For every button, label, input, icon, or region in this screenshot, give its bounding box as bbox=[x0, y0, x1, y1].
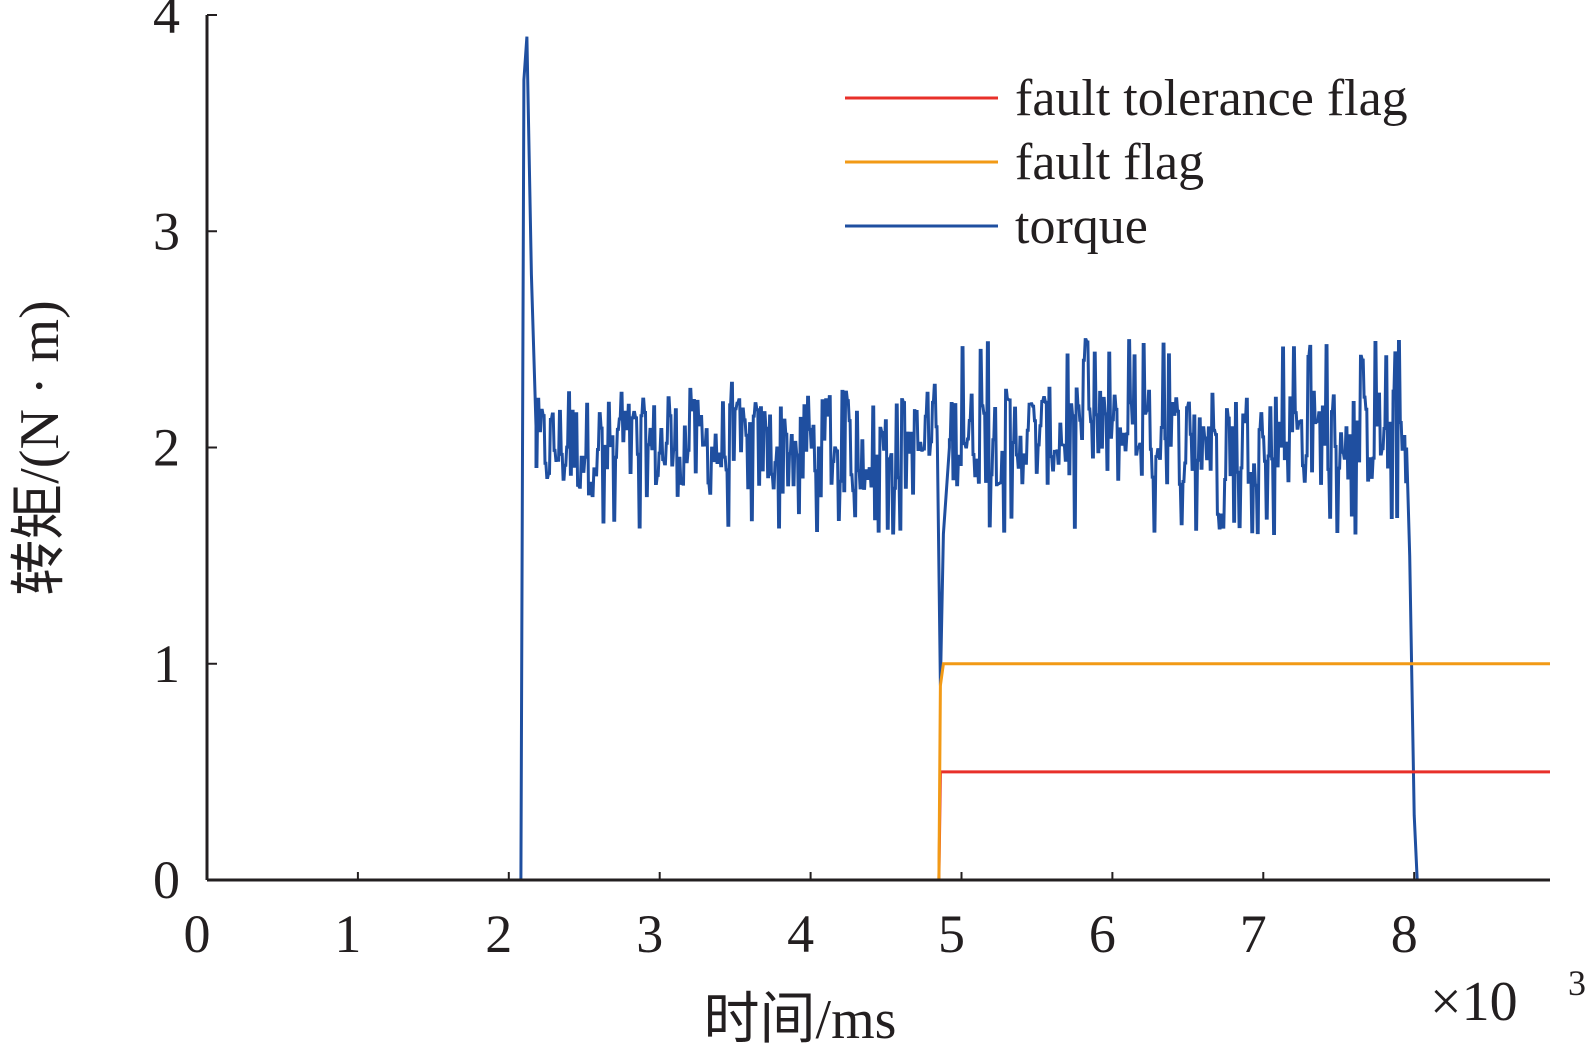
x-tick-label: 1 bbox=[334, 904, 361, 964]
legend-label-fault-flag: fault flag bbox=[1015, 134, 1204, 191]
y-tick-label: 4 bbox=[153, 0, 180, 45]
x-axis-label: 时间/ms bbox=[704, 989, 897, 1051]
y-tick-label: 1 bbox=[153, 634, 180, 694]
legend: fault tolerance flag fault flag torque bbox=[845, 70, 1408, 255]
x-tick-label: 6 bbox=[1089, 904, 1116, 964]
x-tick-label: 2 bbox=[485, 904, 512, 964]
y-tick-label: 0 bbox=[153, 850, 180, 910]
series-fault-tolerance-flag bbox=[523, 770, 1550, 882]
y-tick-label: 2 bbox=[153, 418, 180, 478]
legend-label-torque: torque bbox=[1015, 198, 1148, 255]
x-tick-label: 8 bbox=[1391, 904, 1418, 964]
x-tick-label: 0 bbox=[184, 904, 211, 964]
x-tick-label: 7 bbox=[1240, 904, 1267, 964]
x-tick-label: 5 bbox=[938, 904, 965, 964]
y-axis-label: 转矩/(N · m) bbox=[9, 300, 71, 596]
x-multiplier-exponent: 3 bbox=[1568, 963, 1586, 1003]
y-tick-label: 3 bbox=[153, 201, 180, 261]
x-tick-label: 4 bbox=[787, 904, 814, 964]
legend-label-fault-tolerance-flag: fault tolerance flag bbox=[1015, 70, 1408, 127]
series-torque bbox=[207, 36, 1550, 882]
ticks: 0 1 2 3 4 5 6 7 8 0 1 2 3 4 bbox=[153, 0, 1418, 964]
x-tick-label: 3 bbox=[636, 904, 663, 964]
x-multiplier-label: ×10 bbox=[1430, 971, 1518, 1033]
